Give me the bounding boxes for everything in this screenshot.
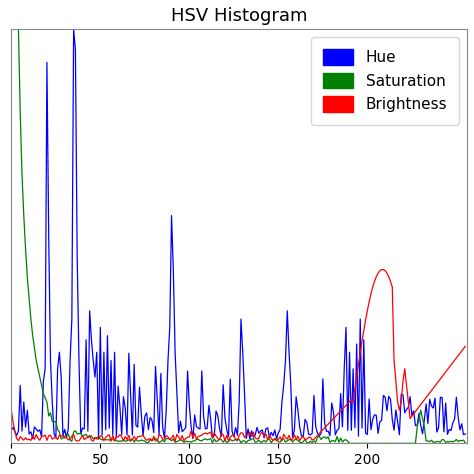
Brightness [235, 438, 240, 444]
Saturation [463, 440, 468, 446]
Hue [178, 418, 183, 424]
Brightness [178, 437, 183, 443]
Brightness [183, 436, 189, 441]
Brightness [153, 438, 158, 444]
Line: Saturation: Saturation [11, 0, 465, 443]
Brightness [381, 267, 386, 273]
Saturation [176, 438, 182, 444]
Hue [208, 417, 214, 422]
Title: HSV Histogram: HSV Histogram [171, 7, 308, 25]
Hue [381, 392, 386, 398]
Saturation [206, 437, 212, 442]
Line: Brightness: Brightness [11, 270, 465, 441]
Hue [183, 425, 189, 430]
Hue [9, 427, 14, 433]
Saturation [379, 440, 384, 446]
Legend: Hue, Saturation, Brightness: Hue, Saturation, Brightness [310, 37, 459, 125]
Saturation [151, 437, 156, 443]
Brightness [9, 407, 14, 413]
Line: Hue: Hue [11, 29, 465, 439]
Hue [463, 431, 468, 437]
Brightness [463, 344, 468, 349]
Brightness [379, 267, 384, 273]
Saturation [346, 440, 352, 446]
Saturation [233, 437, 238, 442]
Saturation [181, 439, 187, 445]
Hue [235, 432, 240, 438]
Brightness [208, 429, 214, 435]
Hue [153, 364, 158, 369]
Hue [247, 436, 253, 442]
Brightness [108, 438, 114, 444]
Hue [71, 27, 76, 32]
